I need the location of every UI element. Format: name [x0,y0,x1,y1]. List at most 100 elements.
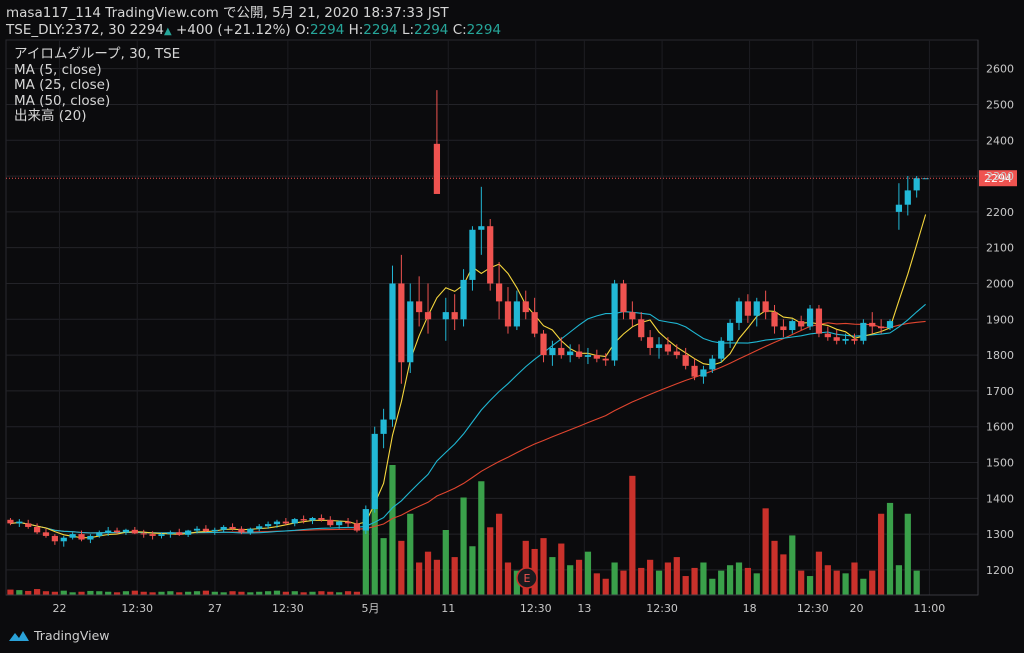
volume-bar [798,570,805,595]
volume-bar [780,554,787,595]
candle-body [549,347,556,356]
candle-body [167,532,174,535]
low-label: L: [401,22,415,38]
price-change: +400 (+21.12%) [176,22,291,38]
candle-body [806,308,814,327]
earnings-event-marker[interactable]: E [516,567,538,589]
candle-body [709,358,716,370]
volume-bar [478,481,485,595]
volume-bar [655,570,663,595]
candle-body [478,226,485,230]
volume-bar [904,513,911,595]
tradingview-logo-icon [9,630,29,641]
volume-bar [451,557,458,595]
candle-body [185,530,192,535]
indicator-legend: アイロムグループ, 30, TSE MA (5, close) MA (25, … [14,46,181,125]
candle-body [673,351,680,356]
candle-body [762,301,769,313]
event-label: E [524,572,531,585]
candle-body [886,321,894,329]
price-axis[interactable]: 1200 1300 1400 1500 1600 1700 1800 1900 2000 2100… [977,40,1014,595]
candle-body [487,226,494,284]
candle-body [25,523,32,527]
volume-bar [771,540,778,595]
candle-body [922,178,929,180]
ohlc-row: TSE_DLY:2372, 30 2294▲ +400 (+21.12%) O:… [6,22,501,40]
x-tick-label: 12:30 [121,602,153,615]
candle-body [611,283,618,361]
publish-info: masa117_114 TradingView.com で公開, 5月 21, … [6,5,449,21]
candle-body [442,312,449,320]
volume-bar [762,508,769,595]
candle-body [238,528,245,533]
close-value: 2294 [466,22,502,38]
candle-body [51,535,58,542]
volume-bar [389,465,396,595]
candle-body [522,301,529,313]
candle-body [620,283,627,313]
tradingview-branding[interactable]: TradingView [8,628,110,643]
legend-volume[interactable]: 出来高 (20) [14,108,87,124]
volume-bar [878,513,885,595]
volume-bar [575,559,583,595]
time-axis[interactable]: 22 12:30 27 12:30 5月 11 12:30 13 12:30 18 12:30 20 1… [6,594,978,615]
candle-body [7,519,14,524]
candle-body [264,524,272,527]
volume-bar [540,538,547,595]
last-price-line: 2294 [6,170,1017,187]
y-tick-label: 1200 [986,564,1014,577]
volume-bar [647,559,654,595]
x-tick-label: 12:30 [272,602,304,615]
candle-body [291,519,298,524]
low-value: 2294 [414,22,449,38]
volume-bar [282,591,289,595]
volume-bar [327,591,334,595]
candle-body [336,521,343,526]
x-tick-label: 20 [850,602,864,615]
candle-body [842,338,849,341]
volume-bar [185,591,192,595]
legend-ma5[interactable]: MA (5, close) [14,61,102,78]
x-tick-label: 12:30 [797,602,829,615]
candle-body [753,301,760,316]
candle-body [282,521,289,524]
volume-bar [96,591,103,595]
volume-bar [60,590,67,595]
legend-ma50[interactable]: MA (50, close) [14,92,111,109]
volume-bar [460,497,467,595]
volume-bar [158,591,165,595]
volume-bar [416,562,423,595]
candle-body [860,322,867,341]
volume-bar [149,592,156,595]
volume-bar [220,592,227,595]
candle-body [389,283,396,420]
volume-bar [620,570,627,595]
candle-body [42,532,50,536]
volume-bar [504,562,512,595]
volume-bar [371,492,378,595]
candle-body [718,340,725,359]
candle-body [878,326,885,329]
candle-body [78,534,85,540]
volume-bar [131,590,138,595]
candle-body [193,528,201,531]
candle-body [780,326,787,331]
legend-ma25[interactable]: MA (25, close) [14,77,111,93]
volume-bar [673,557,680,595]
candle-body [69,534,76,538]
candles [7,90,929,547]
candle-body [318,518,325,520]
candle-body [869,322,876,327]
chart-header: masa117_114 TradingView.com で公開, 5月 21, … [6,5,501,40]
y-tick-label: 1600 [986,421,1014,434]
y-tick-label: 1800 [986,349,1014,362]
high-value: 2294 [363,22,398,38]
x-tick-label: 18 [743,602,757,615]
candle-body [602,358,609,361]
volume-bar [362,519,369,595]
volume-bar [789,535,796,595]
candle-body [567,351,574,356]
legend-title[interactable]: アイロムグループ, 30, TSE [14,46,181,62]
x-tick-label: 22 [52,602,66,615]
